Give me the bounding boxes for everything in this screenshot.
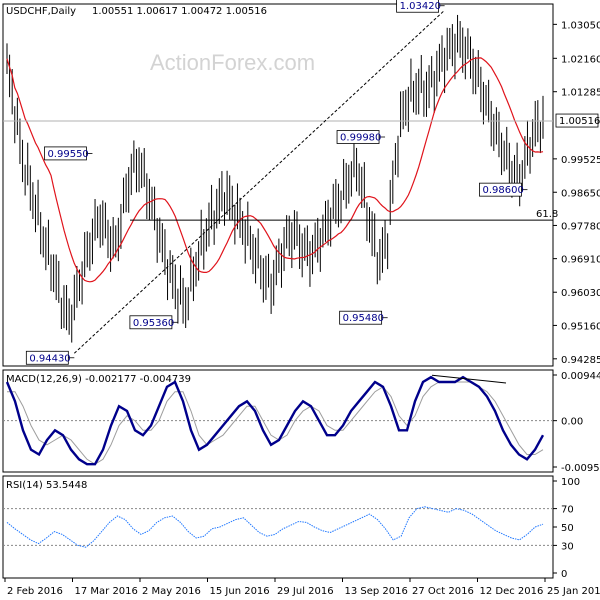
price-tick-label: 0.95160 bbox=[561, 321, 600, 332]
macd-signal-line bbox=[7, 381, 544, 465]
annotation: 0.98600 bbox=[479, 182, 528, 197]
annotation-label: 0.95480 bbox=[343, 313, 384, 324]
price-tick-label: 0.94285 bbox=[561, 355, 600, 366]
annotation: 1.03420 bbox=[396, 0, 445, 13]
rsi-tick-label: 0 bbox=[561, 569, 567, 580]
macd-panel-title: MACD(12,26,9) -0.002177 -0.004739 bbox=[6, 374, 191, 385]
price-tick-label: 0.97780 bbox=[561, 221, 600, 232]
date-axis: 2 Feb 2016 17 Mar 2016 2 May 2016 15 Jun 20… bbox=[4, 578, 600, 597]
date-tick-label: 12 Dec 2016 bbox=[480, 586, 544, 597]
date-tick-label: 29 Jul 2016 bbox=[277, 586, 334, 597]
price-tick-label: 1.03050 bbox=[561, 20, 600, 31]
annotation-label: 1.03420 bbox=[400, 1, 441, 12]
annotation: 0.94430 bbox=[25, 350, 75, 365]
macd-line bbox=[5, 375, 545, 466]
date-tick-label: 15 Jun 2016 bbox=[210, 586, 270, 597]
date-tick-label: 13 Sep 2016 bbox=[345, 586, 408, 597]
annotation-label: 0.94430 bbox=[29, 353, 70, 364]
ohlc-header: 1.00551 1.00617 1.00472 1.00516 bbox=[92, 6, 267, 17]
price-tick-label: 1.02160 bbox=[561, 54, 600, 65]
macd-tick-label: 0.00 bbox=[561, 417, 583, 428]
annotation-label: 0.95360 bbox=[133, 318, 174, 329]
chart-frame bbox=[2, 3, 554, 579]
fib-label: 61.8 bbox=[536, 209, 558, 220]
price-tick-label: 1.01285 bbox=[561, 88, 600, 99]
last-price-tag: 1.00516 bbox=[555, 113, 600, 128]
price-bars bbox=[6, 14, 544, 343]
price-annotations: 0.94430 0.99550 0.95360 0.99980 0.95480 1.034… bbox=[25, 0, 528, 365]
date-tick-label: 2 May 2016 bbox=[142, 586, 201, 597]
macd-tick-label: 0.009446 bbox=[561, 371, 600, 382]
date-tick-label: 25 Jan 2017 bbox=[547, 586, 600, 597]
panel-border bbox=[2, 369, 554, 473]
panel-border bbox=[2, 3, 554, 367]
macd-tick-label: -0.009588 bbox=[561, 463, 600, 474]
annotation-label: 0.99550 bbox=[47, 149, 88, 160]
dashed-trend-line bbox=[73, 9, 445, 354]
panel-border bbox=[2, 475, 554, 579]
divergence-trend-line bbox=[431, 374, 507, 384]
rsi-line bbox=[6, 506, 544, 548]
price-tick-label: 0.99525 bbox=[561, 155, 600, 166]
annotation-label: 0.98600 bbox=[482, 185, 523, 196]
date-tick-label: 27 Oct 2016 bbox=[412, 586, 474, 597]
price-axis: 1.03050 1.02160 1.01285 0.99525 0.98650 0.977… bbox=[553, 20, 600, 366]
price-panel-title: USDCHF,Daily bbox=[6, 6, 76, 17]
rsi-tick-label: 50 bbox=[561, 523, 574, 534]
rsi-panel-title: RSI(14) 53.5448 bbox=[6, 480, 87, 491]
date-tick-label: 17 Mar 2016 bbox=[75, 586, 138, 597]
rsi-tick-label: 30 bbox=[561, 541, 574, 552]
price-tick-label: 0.96910 bbox=[561, 255, 600, 266]
rsi-tick-label: 100 bbox=[561, 477, 580, 488]
date-tick-label: 2 Feb 2016 bbox=[7, 586, 63, 597]
annotation-label: 0.99980 bbox=[340, 133, 381, 144]
price-tick-label: 0.96030 bbox=[561, 288, 600, 299]
rsi-tick-label: 70 bbox=[561, 505, 574, 516]
annotation: 0.95480 bbox=[339, 310, 388, 325]
macd-axis: 0.009446 0.00 -0.009588 bbox=[3, 371, 600, 474]
annotation: 0.99980 bbox=[336, 130, 386, 144]
last-price-label: 1.00516 bbox=[559, 116, 600, 127]
annotation: 0.95360 bbox=[129, 315, 178, 330]
price-tick-label: 0.98650 bbox=[561, 188, 600, 199]
moving-average-line bbox=[6, 57, 544, 283]
watermark: ActionForex.com bbox=[150, 50, 315, 75]
rsi-axis: 100 70 50 30 0 bbox=[3, 477, 580, 580]
annotation: 0.99550 bbox=[44, 146, 93, 161]
